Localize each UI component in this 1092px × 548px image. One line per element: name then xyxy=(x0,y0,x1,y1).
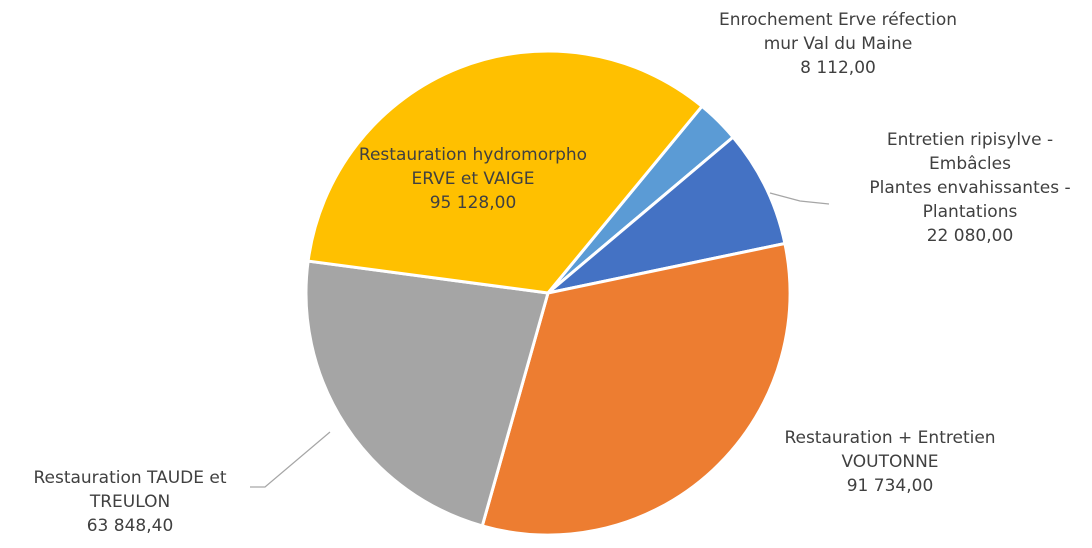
label-category: Restauration TAUDE et TREULON xyxy=(33,468,227,512)
pie-slice xyxy=(304,259,550,528)
leader-line xyxy=(769,192,830,205)
label-category: Restauration + Entretien VOUTONNE xyxy=(784,428,996,472)
label-value: 95 128,00 xyxy=(429,193,517,213)
data-label: Restauration hydromorpho ERVE et VAIGE 95… xyxy=(348,143,598,215)
pie-slice xyxy=(547,134,787,295)
leader-line xyxy=(250,431,331,488)
label-value: 91 734,00 xyxy=(846,476,934,496)
pie-slice xyxy=(306,49,705,295)
data-label: Restauration + Entretien VOUTONNE 91 734,… xyxy=(750,426,1030,498)
pie-slice xyxy=(480,241,792,537)
label-category: Enrochement Erve réfection mur Val du Ma… xyxy=(718,10,958,54)
label-category: Restauration hydromorpho ERVE et VAIGE xyxy=(358,145,588,189)
data-label: Restauration TAUDE et TREULON 63 848,40 xyxy=(0,466,265,538)
label-value: 8 112,00 xyxy=(800,58,876,78)
data-label: Enrochement Erve réfection mur Val du Ma… xyxy=(718,8,958,80)
data-label: Entretien ripisylve - Embâcles Plantes e… xyxy=(845,128,1092,248)
label-value: 22 080,00 xyxy=(926,226,1014,246)
label-value: 63 848,40 xyxy=(86,516,174,536)
label-category: Entretien ripisylve - Embâcles Plantes e… xyxy=(869,130,1071,222)
